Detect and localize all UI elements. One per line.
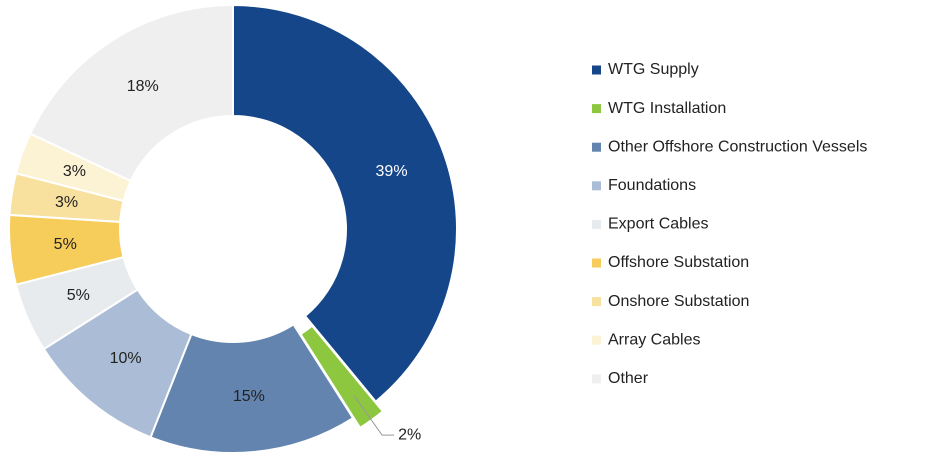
legend-swatch xyxy=(592,374,601,384)
data-label: 3% xyxy=(55,194,78,211)
data-label: 15% xyxy=(233,388,265,405)
data-label: 3% xyxy=(63,163,86,180)
legend-label: WTG Installation xyxy=(608,100,726,117)
legend-label: Export Cables xyxy=(608,216,709,233)
legend-swatch xyxy=(592,142,601,152)
legend-swatch xyxy=(592,258,601,268)
slice xyxy=(28,3,234,183)
legend-swatch xyxy=(592,297,601,307)
legend-label: Array Cables xyxy=(608,331,700,348)
data-label: 39% xyxy=(376,163,408,180)
legend-label: Foundations xyxy=(608,177,696,194)
legend-swatch xyxy=(592,104,601,114)
data-label: 18% xyxy=(127,78,159,95)
legend-swatch xyxy=(592,219,601,229)
legend-swatch xyxy=(592,181,601,191)
slice xyxy=(232,3,458,404)
data-label: 10% xyxy=(110,350,142,367)
legend-swatch xyxy=(592,335,601,345)
data-label: 5% xyxy=(54,236,77,253)
legend-label: Offshore Substation xyxy=(608,254,749,271)
legend-label: Other xyxy=(608,370,649,387)
data-label: 5% xyxy=(67,287,90,304)
legend-label: Onshore Substation xyxy=(608,293,749,310)
legend-label: Other Offshore Construction Vessels xyxy=(608,138,867,155)
leader-line xyxy=(353,395,395,436)
legend-label: WTG Supply xyxy=(608,61,699,78)
legend-swatch xyxy=(592,65,601,75)
data-label: 2% xyxy=(398,426,421,443)
